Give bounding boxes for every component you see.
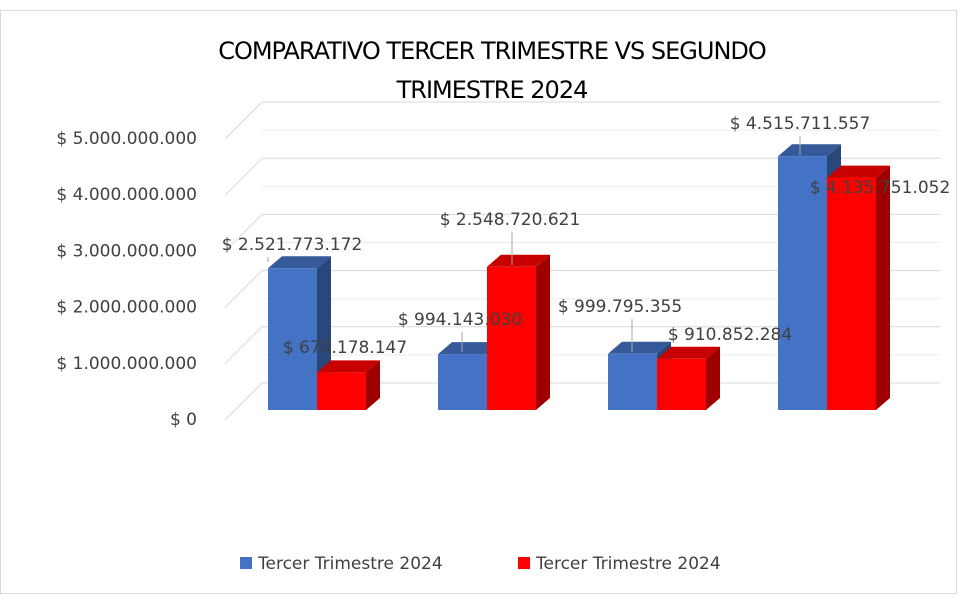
y-tick-label: $ 1.000.000.000 [56, 354, 197, 374]
bar-side [366, 360, 380, 410]
grid-line [224, 213, 940, 252]
data-label: $ 994.143.030 [398, 310, 522, 330]
bar [487, 266, 536, 410]
y-tick-label: $ 3.000.000.000 [56, 241, 197, 261]
bar-side [706, 346, 720, 410]
bar-top [317, 360, 380, 373]
bar [438, 354, 487, 410]
bar [778, 156, 827, 410]
bar-top [438, 342, 501, 355]
data-label: $ 2.548.720.621 [440, 210, 581, 230]
y-tick-label: $ 2.000.000.000 [56, 298, 197, 318]
legend-label: Tercer Trimestre 2024 [535, 554, 721, 574]
grid-line [224, 270, 940, 308]
chart-title: TRIMESTRE 2024 [396, 76, 588, 104]
data-label: $ 999.795.355 [558, 297, 682, 317]
bar-top [608, 341, 671, 354]
grid-line [224, 326, 940, 365]
bar-top [827, 165, 890, 178]
y-tick-label: $ 0 [170, 410, 197, 430]
bar-top [657, 346, 720, 359]
data-label: $ 4.515.711.557 [730, 114, 871, 134]
legend-label: Tercer Trimestre 2024 [257, 554, 443, 574]
legend-swatch [240, 557, 252, 569]
bar [827, 177, 876, 410]
data-label: $ 670.178.147 [283, 338, 407, 358]
bar-side [536, 254, 550, 410]
legend-swatch [518, 557, 530, 569]
grid-line [224, 101, 940, 140]
y-tick-label: $ 5.000.000.000 [56, 129, 197, 149]
bar [317, 372, 366, 410]
chart-title: COMPARATIVO TERCER TRIMESTRE VS SEGUNDO [218, 37, 766, 65]
grid-line [224, 157, 940, 196]
bar-side [876, 165, 890, 410]
bar-top [487, 254, 550, 267]
bar-top [778, 144, 841, 157]
data-label: $ 910.852.284 [668, 325, 792, 345]
y-tick-label: $ 4.000.000.000 [56, 185, 197, 205]
bar [268, 268, 317, 410]
data-label: $ 2.521.773.172 [222, 235, 363, 255]
bar [608, 353, 657, 410]
bar-top [268, 256, 331, 269]
data-label: $ 4.135.751.052 [810, 178, 951, 198]
bar [657, 358, 706, 410]
